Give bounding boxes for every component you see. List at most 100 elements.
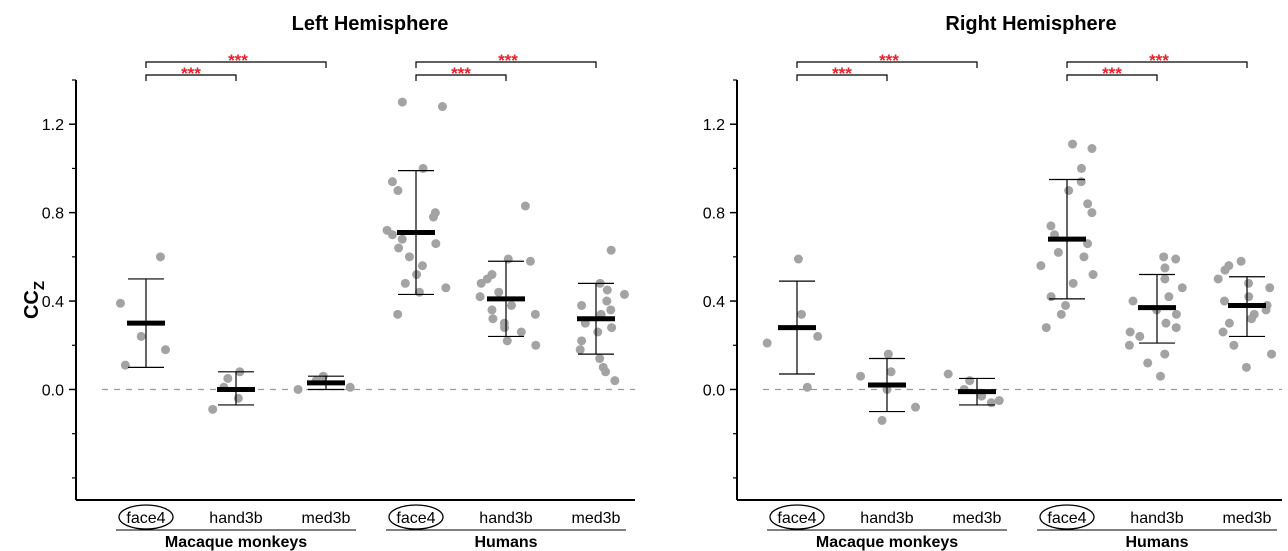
data-point (1087, 208, 1097, 218)
left-hemisphere-panel: Left Hemisphere 0.0 0.4 0.8 1.2 *** *** *** *** f… (42, 13, 635, 551)
significance-stars: *** (1149, 51, 1169, 70)
highlight-ellipse (769, 504, 825, 530)
data-point (1036, 261, 1046, 271)
data-point (606, 245, 616, 255)
data-point (223, 373, 233, 383)
data-point (793, 254, 803, 264)
data-point (1160, 274, 1170, 284)
y-tick-label: 1.2 (42, 117, 64, 134)
data-point (208, 404, 218, 414)
significance-stars: *** (228, 51, 248, 70)
highlight-ellipse (1039, 504, 1095, 530)
data-point (1267, 349, 1277, 359)
category-label: face4 (396, 510, 435, 527)
data-point (762, 338, 772, 348)
data-point (994, 396, 1004, 406)
significance-stars: *** (181, 64, 201, 83)
data-point (577, 336, 587, 346)
data-point (856, 371, 866, 381)
y-tick-label: 1.2 (703, 117, 725, 134)
data-point (1076, 177, 1086, 187)
data-point (1061, 300, 1071, 310)
y-tick-label: 0.4 (703, 294, 725, 311)
data-point (886, 367, 896, 377)
data-point (393, 186, 403, 196)
data-point (1155, 371, 1165, 381)
data-point (965, 376, 975, 386)
data-point (883, 349, 893, 359)
data-point (602, 285, 612, 295)
data-point (516, 327, 526, 337)
y-axis-label: CCZ (21, 281, 48, 319)
data-point (1046, 221, 1056, 231)
data-point (520, 201, 530, 211)
data-point (1219, 296, 1229, 306)
data-point (115, 298, 125, 308)
data-point (1087, 144, 1097, 154)
data-point (1218, 327, 1228, 337)
data-point (1053, 247, 1063, 257)
group-label: Humans (1125, 534, 1188, 551)
category-label: hand3b (479, 510, 532, 527)
data-point (1143, 358, 1153, 368)
y-tick-label: 0.0 (703, 382, 725, 399)
data-point (1128, 296, 1138, 306)
data-point (911, 402, 921, 412)
data-point (601, 367, 611, 377)
data-point (1161, 318, 1171, 328)
data-point (575, 345, 585, 355)
data-point (233, 393, 243, 403)
data-point (345, 382, 355, 392)
data-point (488, 314, 498, 324)
data-point (397, 97, 407, 107)
category-label: med3b (1223, 510, 1272, 527)
data-point (607, 323, 617, 333)
data-point (1046, 292, 1056, 302)
significance-bracket (796, 74, 888, 81)
data-point (796, 309, 806, 319)
data-point (1083, 199, 1093, 209)
data-point (1213, 274, 1223, 284)
data-point (502, 336, 512, 346)
data-point (412, 270, 422, 280)
data-point (577, 300, 587, 310)
significance-bracket (145, 74, 237, 81)
category-label: hand3b (1130, 510, 1183, 527)
significance-stars: *** (451, 64, 471, 83)
data-point (1160, 263, 1170, 273)
data-point (394, 243, 404, 253)
data-point (393, 309, 403, 319)
category-label: face4 (1047, 510, 1086, 527)
data-point (1224, 318, 1234, 328)
category-label: hand3b (209, 510, 262, 527)
data-point (593, 327, 603, 337)
highlight-ellipse (388, 504, 444, 530)
data-point (161, 345, 171, 355)
category-label: hand3b (860, 510, 913, 527)
data-point (120, 360, 130, 370)
significance-stars: *** (1102, 64, 1122, 83)
data-point (1164, 292, 1174, 302)
data-point (397, 234, 407, 244)
data-point (1246, 314, 1256, 324)
data-point (1160, 349, 1170, 359)
y-tick-label: 0.4 (42, 294, 64, 311)
data-point (1125, 327, 1135, 337)
y-tick-label: 0.8 (42, 206, 64, 223)
data-point (1241, 362, 1251, 372)
data-point (813, 331, 823, 341)
data-point (475, 292, 485, 302)
data-point (293, 384, 303, 394)
data-point (986, 398, 996, 408)
data-point (530, 309, 540, 319)
data-point (1236, 256, 1246, 266)
data-point (802, 382, 812, 392)
chart-title: Left Hemisphere (292, 13, 449, 35)
y-axis-label-subscript: Z (31, 281, 48, 290)
significance-bracket (1066, 74, 1158, 81)
data-point (1159, 252, 1169, 262)
category-label: med3b (302, 510, 351, 527)
data-point (404, 252, 414, 262)
significance-bracket (796, 61, 978, 68)
